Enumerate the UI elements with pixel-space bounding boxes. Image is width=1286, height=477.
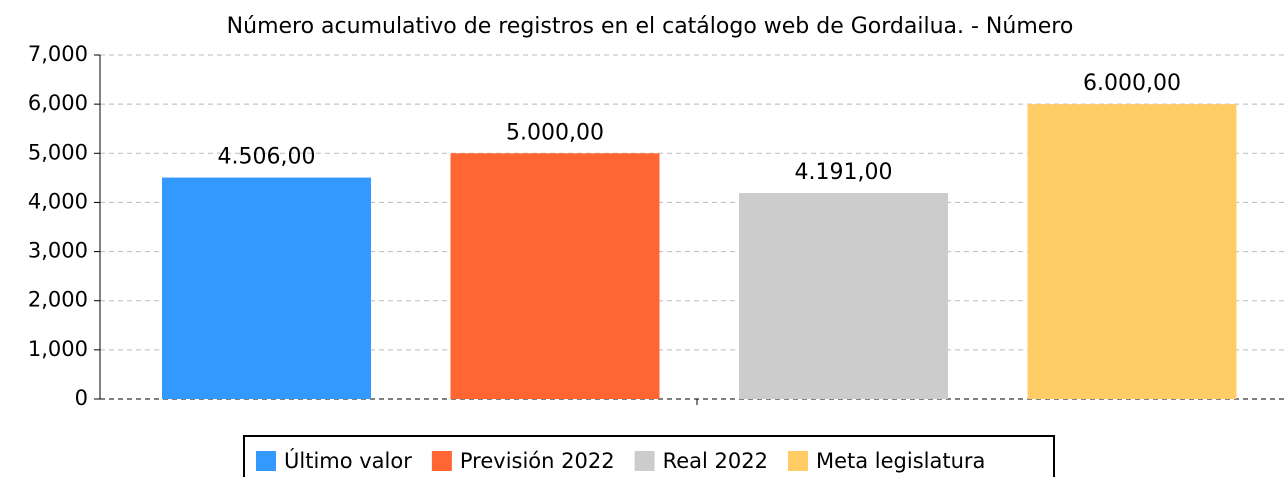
y-tick-label: 3,000: [28, 239, 88, 263]
value-label: 5.000,00: [506, 120, 604, 145]
value-label: 4.191,00: [795, 160, 893, 185]
legend-swatch: [787, 451, 808, 471]
value-label: 4.506,00: [218, 145, 316, 170]
legend-swatch: [431, 451, 452, 471]
y-tick-label: 5,000: [28, 140, 88, 164]
bar: [450, 153, 660, 399]
bar: [739, 193, 948, 399]
chart-title: Número acumulativo de registros en el ca…: [227, 14, 1074, 39]
legend-label: Último valor: [284, 448, 412, 473]
y-tick-label: 2,000: [28, 288, 88, 312]
legend-label: Previsión 2022: [460, 449, 615, 473]
y-tick-label: 1,000: [28, 337, 88, 361]
bar: [1027, 104, 1237, 400]
legend-label: Meta legislatura: [816, 449, 985, 473]
y-tick-label: 7,000: [28, 42, 88, 66]
value-label: 6.000,00: [1083, 71, 1181, 96]
bar: [162, 177, 371, 399]
legend: Último valor Previsión 2022 Real 2022 Meta …: [243, 435, 1055, 477]
y-tick-label: 4,000: [28, 189, 88, 213]
y-tick-label: 6,000: [28, 91, 88, 115]
y-tick-label: 0: [75, 386, 88, 410]
legend-swatch: [634, 451, 655, 471]
legend-label: Real 2022: [663, 449, 768, 473]
legend-swatch: [256, 451, 276, 471]
